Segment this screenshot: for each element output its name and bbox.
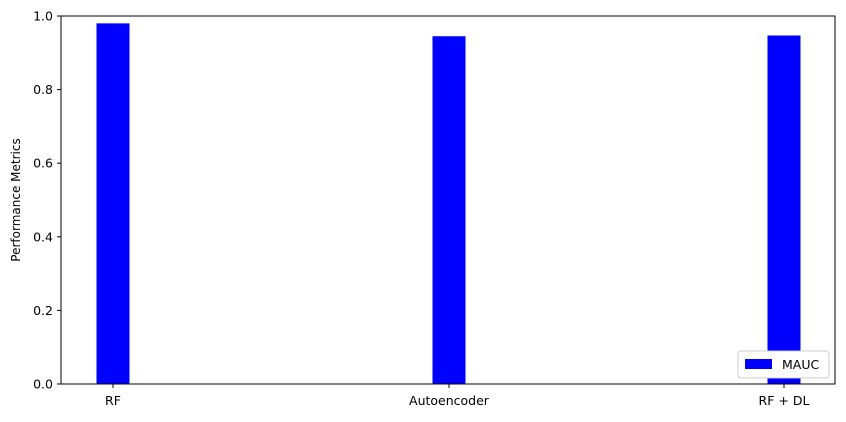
legend-label-mauc: MAUC <box>782 357 819 372</box>
bar-rf-dl <box>767 35 801 385</box>
y-tick-label: 0.2 <box>33 303 53 318</box>
x-tick-label: RF + DL <box>759 393 810 408</box>
plot-frame <box>60 15 836 385</box>
legend: MAUC <box>737 350 830 379</box>
y-tick-label: 0.8 <box>33 82 53 97</box>
x-tick-label: RF <box>105 393 121 408</box>
bars-layer <box>96 23 801 385</box>
x-ticks: RF Autoencoder RF + DL <box>105 384 809 408</box>
y-ticks: 0.0 0.2 0.4 0.6 0.8 1.0 <box>33 9 61 392</box>
bar-rf <box>96 23 130 385</box>
y-axis-label: Performance Metrics <box>9 138 23 261</box>
legend-box <box>737 350 830 379</box>
bar-autoencoder <box>432 36 466 385</box>
y-tick-label: 1.0 <box>33 9 53 24</box>
legend-swatch <box>745 359 772 369</box>
y-tick-label: 0.0 <box>33 377 53 392</box>
y-tick-label: 0.4 <box>33 229 53 244</box>
y-tick-label: 0.6 <box>33 156 53 171</box>
axes-layer <box>60 15 836 385</box>
x-tick-label: Autoencoder <box>409 393 490 408</box>
